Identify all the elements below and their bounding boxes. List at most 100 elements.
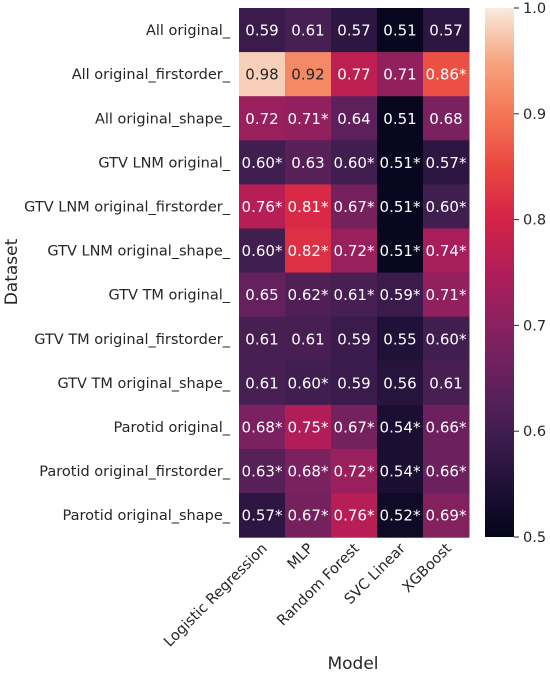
colorbar-tick-label: 0.7: [523, 318, 546, 334]
x-tick-label: Random Forest: [274, 540, 363, 629]
cell-annotation: 0.51: [383, 110, 416, 128]
cell-annotation: 0.55: [383, 330, 416, 348]
cell-annotation: 0.61: [245, 374, 278, 392]
heatmap-cell: [331, 228, 378, 274]
cell-annotation: 0.92: [291, 66, 324, 84]
colorbar-tick-label: 0.8: [523, 213, 546, 229]
cell-annotation: 0.66*: [426, 418, 467, 436]
heatmap-cell: [239, 8, 286, 53]
heatmap-cell: [285, 272, 332, 318]
cell-annotation: 0.67*: [334, 418, 375, 436]
heatmap-cell: [377, 272, 424, 318]
cell-annotation: 0.65: [245, 286, 278, 304]
y-tick-label: All original_: [146, 23, 231, 39]
cell-annotation: 0.74*: [426, 242, 467, 260]
cell-annotation: 0.63*: [242, 463, 283, 481]
cell-annotation: 0.82*: [288, 242, 329, 260]
heatmap-cell: [285, 184, 332, 229]
heatmap-cell: [377, 140, 424, 185]
heatmap-cell: [285, 228, 332, 274]
y-axis-title: Dataset: [2, 238, 22, 305]
heatmap-cell: [423, 360, 470, 406]
heatmap-cell: [423, 493, 470, 538]
y-tick-label: All original_shape_: [95, 111, 231, 127]
cell-annotation: 0.60*: [288, 374, 329, 392]
heatmap-cell: [423, 8, 470, 53]
heatmap-cell: [285, 404, 332, 450]
cell-annotation: 0.61: [291, 22, 324, 40]
heatmap-cell: [331, 52, 378, 97]
cell-annotation: 0.72*: [334, 463, 375, 481]
y-axis-tick-labels: All original_ All original_firstorder_ All…: [24, 23, 231, 524]
heatmap-cell: [377, 96, 424, 141]
cell-annotation: 0.67*: [334, 198, 375, 216]
x-axis-title: Model: [327, 654, 378, 674]
cell-annotation: 0.59: [245, 22, 278, 40]
heatmap-cell: [423, 96, 470, 141]
heatmap-cell: [331, 140, 378, 185]
heatmap-cell: [331, 493, 378, 538]
cell-annotation: 0.76*: [334, 507, 375, 525]
heatmap-cell: [285, 52, 332, 97]
heatmap-cell: [331, 96, 378, 141]
x-tick-label: MLP: [285, 541, 317, 573]
heatmap-cell: [423, 404, 470, 450]
colorbar-tick-label: 0.9: [523, 107, 546, 123]
cell-annotation: 0.63: [291, 154, 324, 172]
cell-annotation: 0.68*: [288, 463, 329, 481]
heatmap-cell: [331, 8, 378, 53]
heatmap-cell: [377, 8, 424, 53]
colorbar-tick-label: 1.0: [523, 1, 546, 17]
colorbar: [485, 8, 514, 537]
cell-annotation: 0.54*: [380, 418, 421, 436]
heatmap-cell: [331, 360, 378, 406]
colorbar-tick-label: 0.5: [523, 530, 546, 546]
heatmap-cell: [331, 184, 378, 229]
cell-annotation: 0.57: [337, 22, 370, 40]
cell-annotation: 0.61: [245, 330, 278, 348]
heatmap-cell: [239, 140, 286, 185]
cell-annotation: 0.59*: [380, 286, 421, 304]
colorbar-ticks: 0.5 0.6 0.7 0.8 0.9 1.0: [514, 1, 546, 546]
heatmap-cells: [239, 8, 470, 538]
heatmap-cell: [285, 360, 332, 406]
cell-annotation: 0.61: [291, 330, 324, 348]
heatmap-cell: [377, 404, 424, 450]
heatmap-cell: [377, 449, 424, 494]
heatmap-cell: [423, 140, 470, 185]
cell-annotation: 0.59: [337, 374, 370, 392]
y-tick-label: Parotid original_: [114, 420, 231, 436]
cell-annotation: 0.64: [337, 110, 370, 128]
y-tick-label: GTV LNM original_: [98, 155, 230, 171]
y-tick-label: All original_firstorder_: [72, 67, 231, 83]
cell-annotation: 0.60*: [426, 330, 467, 348]
heatmap-cell: [239, 184, 286, 229]
cell-annotation: 0.69*: [426, 507, 467, 525]
heatmap-cell: [285, 316, 332, 362]
y-tick-label: GTV LNM original_shape_: [47, 244, 230, 260]
y-tick-label: Parotid original_shape_: [63, 508, 231, 524]
heatmap-cell: [239, 404, 286, 450]
heatmap-cell: [331, 272, 378, 318]
heatmap-cell: [239, 449, 286, 494]
heatmap-cell: [377, 360, 424, 406]
cell-annotation: 0.54*: [380, 463, 421, 481]
heatmap-cell: [239, 52, 286, 97]
x-tick-label: Logistic Regression: [161, 541, 271, 651]
cell-annotation: 0.68*: [242, 418, 283, 436]
cell-annotation: 0.51*: [380, 242, 421, 260]
y-tick-label: GTV TM original_: [108, 288, 230, 304]
heatmap-cell: [377, 228, 424, 274]
cell-annotation: 0.57*: [426, 154, 467, 172]
cell-annotation: 0.61*: [334, 286, 375, 304]
heatmap-cell: [285, 493, 332, 538]
cell-annotation: 0.51: [383, 22, 416, 40]
cell-annotation: 0.98: [245, 66, 278, 84]
cell-annotation: 0.76*: [242, 198, 283, 216]
heatmap-cell: [285, 140, 332, 185]
heatmap-cell: [239, 316, 286, 362]
colorbar-tick-label: 0.6: [523, 424, 546, 440]
heatmap-cell: [239, 96, 286, 141]
y-tick-label: GTV LNM original_firstorder_: [24, 199, 231, 215]
